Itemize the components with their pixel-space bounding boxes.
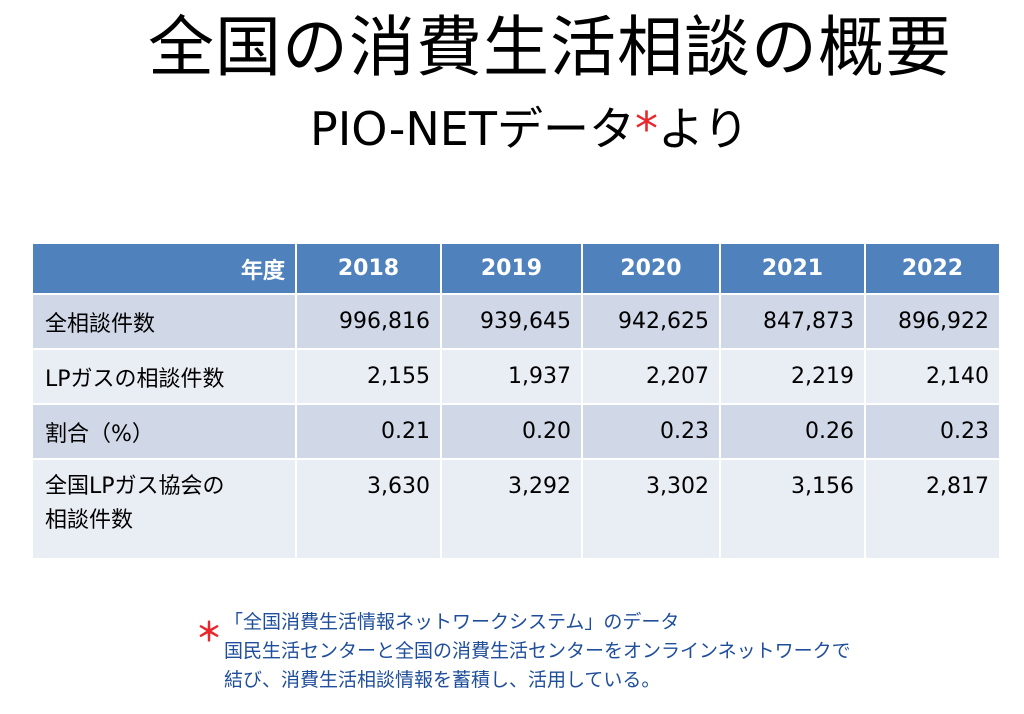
footnote-line-1: 「全国消費生活情報ネットワークシステム」のデータ [224,611,680,633]
row-label: 割合（%） [31,403,297,460]
subtitle-suffix: より [657,102,750,156]
row-label-line-2: 相談件数 [45,508,134,533]
table-cell: 3,630 [295,458,442,560]
header-year-2018: 2018 [295,242,442,295]
table-cell: 896,922 [864,293,1001,350]
table-cell: 0.23 [581,403,721,460]
table-cell: 0.26 [719,403,866,460]
table-cell: 0.20 [440,403,583,460]
table-cell: 2,155 [295,348,442,405]
header-year-2020: 2020 [581,242,721,295]
footnote-line-2: 国民生活センターと全国の消費生活センターをオンラインネットワークで [224,640,851,662]
row-label: 全相談件数 [31,293,297,350]
table-cell: 939,645 [440,293,583,350]
table-cell: 2,219 [719,348,866,405]
table-cell: 3,156 [719,458,866,560]
table-cell: 996,816 [295,293,442,350]
footnote-line-3: 結び、消費生活相談情報を蓄積し、活用している。 [224,669,661,691]
table-cell: 2,817 [864,458,1001,560]
table-cell: 3,302 [581,458,721,560]
subtitle-text: PIO-NETデータ [310,102,635,156]
table-cell: 2,140 [864,348,1001,405]
table-cell: 0.21 [295,403,442,460]
table-cell: 1,937 [440,348,583,405]
header-year-2022: 2022 [864,242,1001,295]
table-cell: 2,207 [581,348,721,405]
header-fiscal-year: 年度 [31,242,297,295]
subtitle-asterisk: * [634,102,658,156]
header-year-2021: 2021 [719,242,866,295]
footnote-text: 「全国消費生活情報ネットワークシステム」のデータ 国民生活センターと全国の消費生… [224,608,851,695]
row-label: LPガスの相談件数 [31,348,297,405]
footnote-asterisk: ＊ [196,618,223,648]
row-label: 全国LPガス協会の 相談件数 [31,458,297,560]
page-subtitle: PIO-NETデータ*より [310,98,749,160]
table-header-row: 年度 2018 2019 2020 2021 2022 [31,242,1001,295]
table-cell: 0.23 [864,403,1001,460]
table-row-ratio: 割合（%） 0.21 0.20 0.23 0.26 0.23 [31,403,1001,460]
table-row-total-consultations: 全相談件数 996,816 939,645 942,625 847,873 89… [31,293,1001,350]
row-label-line-1: 全国LPガス協会の [45,474,225,499]
table-row-lpgas-consultations: LPガスの相談件数 2,155 1,937 2,207 2,219 2,140 [31,348,1001,405]
consultation-table: 年度 2018 2019 2020 2021 2022 全相談件数 996,81… [31,242,1001,560]
table-cell: 942,625 [581,293,721,350]
header-year-2019: 2019 [440,242,583,295]
table-cell: 3,292 [440,458,583,560]
table-cell: 847,873 [719,293,866,350]
table-row-association-consultations: 全国LPガス協会の 相談件数 3,630 3,292 3,302 3,156 2,… [31,458,1001,560]
page-title: 全国の消費生活相談の概要 [148,9,952,86]
